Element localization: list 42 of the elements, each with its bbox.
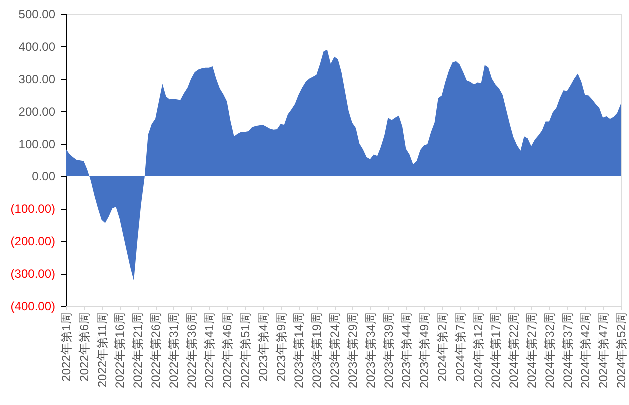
y-tick-label: 0.00 (32, 170, 56, 184)
x-tick-label: 2022年第31周 (166, 312, 181, 389)
x-tick-label: 2024年第27周 (524, 312, 539, 389)
x-tick-label: 2023年第34周 (364, 312, 378, 389)
x-tick-label: 2023年第24周 (328, 312, 342, 389)
x-tick-label: 2022年第41周 (202, 312, 217, 389)
y-tick-label: (300.00) (10, 267, 56, 282)
y-tick-label: 100.00 (18, 137, 56, 152)
x-tick-label: 2022年第26周 (149, 312, 164, 389)
y-tick-label: 200.00 (18, 104, 56, 119)
x-tick-label: 2024年第12周 (471, 312, 486, 389)
x-tick-label: 2022年第11周 (95, 312, 110, 388)
x-tick-label: 2022年第1周 (60, 312, 74, 382)
y-tick-label: (400.00) (10, 300, 56, 314)
x-tick-label: 2022年第36周 (184, 312, 199, 389)
y-tick-label: 300.00 (18, 72, 56, 86)
x-tick-label: 2024年第17周 (489, 312, 504, 389)
x-tick-label: 2024年第47周 (596, 312, 611, 389)
x-tick-label: 2023年第14周 (292, 312, 306, 389)
y-tick-label: (200.00) (10, 234, 56, 249)
x-tick-label: 2024年第32周 (542, 312, 557, 389)
y-tick-label: (100.00) (10, 202, 56, 216)
x-tick-label: 2024年第52周 (614, 312, 628, 389)
x-tick-label: 2024年第22周 (507, 312, 522, 389)
y-tick-label: 500.00 (18, 8, 56, 22)
x-tick-label: 2023年第44周 (400, 312, 414, 389)
x-tick-label: 2022年第16周 (113, 312, 128, 389)
x-tick-label: 2022年第21周 (131, 312, 146, 389)
x-tick-label: 2022年第6周 (77, 312, 92, 382)
x-tick-label: 2023年第39周 (382, 312, 396, 389)
x-tick-label: 2023年第9周 (274, 312, 288, 382)
x-tick-label: 2023年第49周 (418, 312, 432, 389)
x-tick-label: 2024年第37周 (560, 312, 575, 389)
x-tick-label: 2022年第51周 (238, 312, 253, 389)
x-tick-label: 2023年第4周 (256, 312, 270, 382)
x-tick-label: 2024年第7周 (453, 312, 468, 382)
x-tick-label: 2024年第42周 (578, 312, 593, 389)
x-tick-label: 2023年第19周 (310, 312, 324, 389)
x-tick-label: 2022年第46周 (220, 312, 235, 389)
x-tick-label: 2024年第2周 (435, 312, 450, 382)
y-tick-label: 400.00 (18, 40, 56, 54)
x-tick-label: 2023年第29周 (346, 312, 360, 389)
